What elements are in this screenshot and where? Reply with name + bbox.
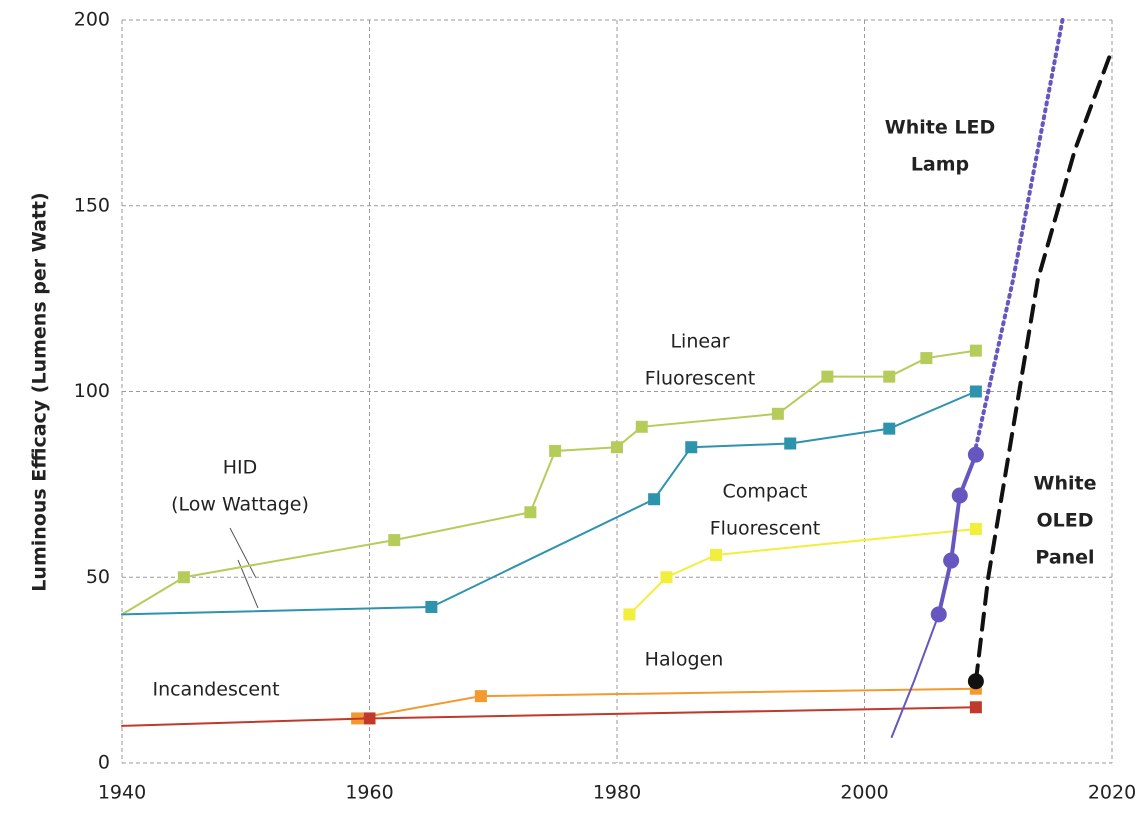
annotation: Compact — [723, 481, 808, 503]
marker — [635, 420, 648, 433]
series-line — [356, 687, 977, 720]
y-tick-label: 50 — [86, 566, 110, 588]
x-tick-label: 2000 — [840, 782, 888, 804]
annotation: Incandescent — [152, 679, 279, 701]
marker — [969, 344, 982, 357]
marker — [648, 493, 661, 506]
pointer — [229, 527, 257, 579]
x-tick-label: 1940 — [98, 782, 146, 804]
annotation: Lamp — [911, 154, 969, 176]
marker — [524, 506, 537, 519]
series-line — [973, 18, 1065, 450]
x-tick-label: 2020 — [1088, 782, 1136, 804]
series-line — [121, 717, 371, 727]
annotation: HID — [223, 457, 258, 479]
x-tick-label: 1980 — [593, 782, 641, 804]
annotation: OLED — [1036, 510, 1093, 532]
marker — [930, 606, 947, 623]
marker — [969, 385, 982, 398]
series-line — [182, 349, 977, 579]
annotation: Fluorescent — [710, 518, 820, 540]
marker — [710, 548, 722, 561]
marker — [685, 441, 698, 454]
y-tick-label: 150 — [74, 194, 110, 216]
series-line — [628, 527, 977, 616]
series-line — [973, 47, 1114, 684]
annotation: Linear — [670, 331, 729, 353]
marker — [821, 370, 834, 383]
y-axis-label: Luminous Efficacy (Lumens per Watt) — [29, 192, 51, 591]
y-tick-label: 200 — [74, 9, 110, 31]
marker — [623, 608, 636, 621]
y-tick-label: 0 — [98, 752, 110, 774]
marker — [969, 701, 982, 714]
annotation: White — [1034, 473, 1097, 495]
marker — [474, 690, 487, 703]
x-tick-label: 1960 — [345, 782, 393, 804]
annotation: White LED — [885, 117, 995, 139]
annotation: Halogen — [645, 649, 724, 671]
series-line — [890, 613, 940, 738]
marker — [920, 352, 933, 365]
annotation: Fluorescent — [645, 368, 755, 390]
annotation: Panel — [1035, 547, 1094, 569]
annotation: (Low Wattage) — [171, 494, 309, 516]
y-tick-label: 100 — [74, 380, 110, 402]
marker — [771, 407, 784, 420]
marker — [611, 441, 623, 454]
marker — [883, 422, 896, 435]
series-line — [121, 605, 433, 616]
series-line — [121, 576, 185, 616]
marker — [660, 571, 673, 584]
marker — [549, 444, 562, 457]
marker — [967, 446, 984, 463]
marker — [784, 437, 797, 450]
series-line — [936, 452, 978, 617]
marker — [951, 487, 968, 504]
marker — [943, 552, 960, 569]
series-line — [430, 390, 977, 608]
series-line — [368, 706, 977, 720]
marker — [388, 534, 401, 547]
marker — [969, 522, 982, 535]
marker — [883, 370, 896, 383]
